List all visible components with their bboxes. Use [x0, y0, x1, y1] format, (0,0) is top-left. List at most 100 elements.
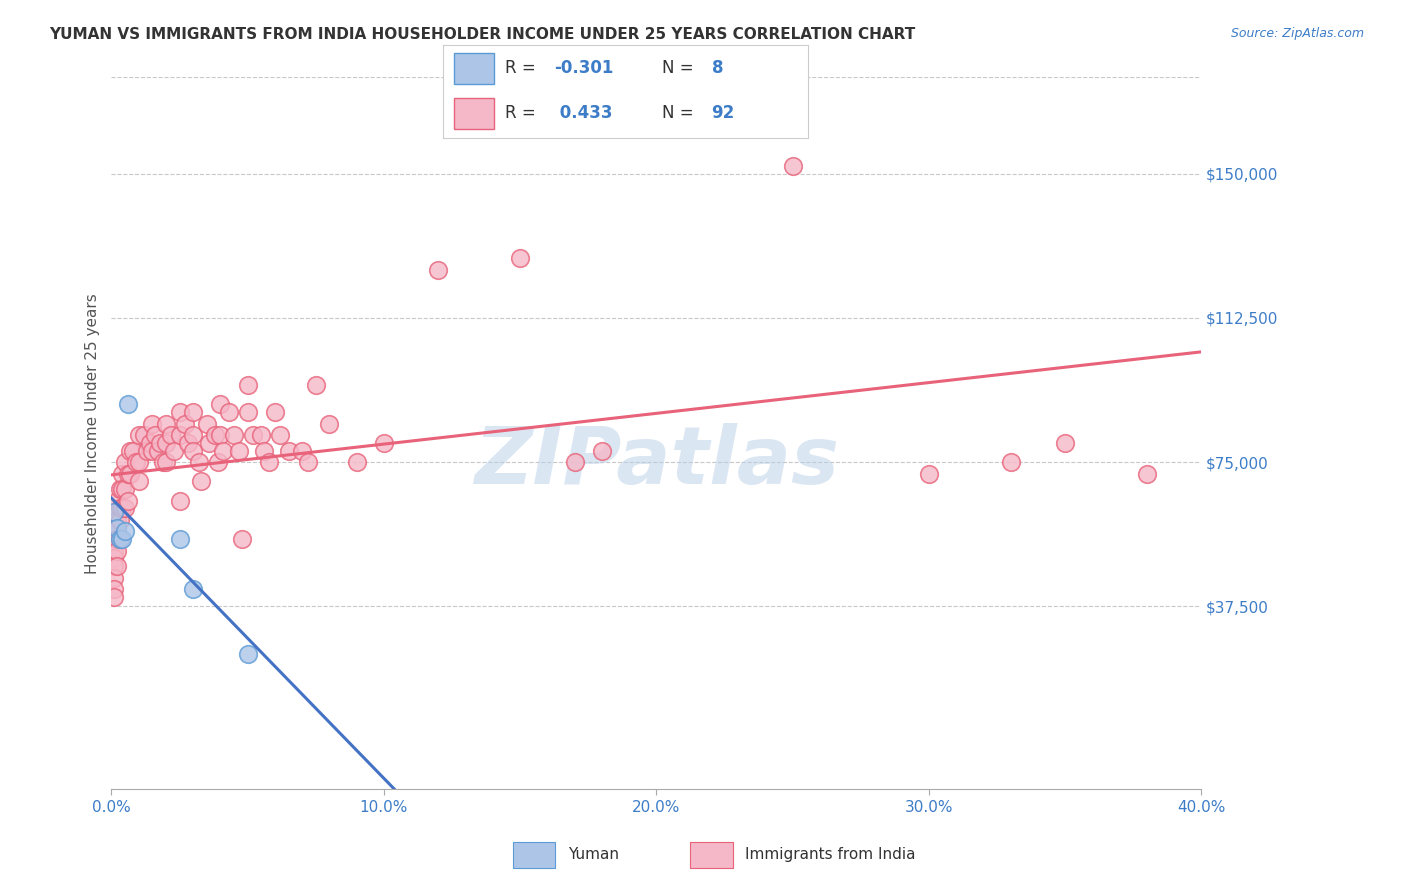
Point — [105, 559, 128, 574]
Point — [169, 493, 191, 508]
Point — [125, 455, 148, 469]
FancyBboxPatch shape — [454, 98, 494, 129]
Point — [155, 455, 177, 469]
Point — [195, 417, 218, 431]
Point — [138, 436, 160, 450]
Point — [564, 455, 586, 469]
Point — [177, 436, 200, 450]
Text: N =: N = — [662, 104, 699, 122]
Point — [264, 405, 287, 419]
Point — [212, 443, 235, 458]
Text: Source: ZipAtlas.com: Source: ZipAtlas.com — [1230, 27, 1364, 40]
Point — [117, 467, 139, 481]
Point — [108, 513, 131, 527]
Point — [782, 159, 804, 173]
Point — [253, 443, 276, 458]
Point — [105, 513, 128, 527]
Point — [209, 397, 232, 411]
Point — [318, 417, 340, 431]
Point — [108, 532, 131, 546]
Point — [132, 428, 155, 442]
FancyBboxPatch shape — [454, 53, 494, 84]
Point — [259, 455, 281, 469]
Point — [174, 417, 197, 431]
Point — [228, 443, 250, 458]
FancyBboxPatch shape — [690, 842, 733, 868]
Point — [169, 532, 191, 546]
Point — [128, 455, 150, 469]
Point — [120, 443, 142, 458]
Point — [291, 443, 314, 458]
Point — [141, 417, 163, 431]
Point — [105, 520, 128, 534]
Point — [122, 443, 145, 458]
Point — [108, 532, 131, 546]
Point — [181, 582, 204, 596]
Text: -0.301: -0.301 — [554, 60, 614, 78]
Point — [111, 482, 134, 496]
Point — [190, 475, 212, 489]
Point — [1054, 436, 1077, 450]
Point — [918, 467, 941, 481]
Point — [114, 501, 136, 516]
Point — [103, 559, 125, 574]
Point — [218, 405, 240, 419]
Point — [236, 378, 259, 392]
Point — [108, 501, 131, 516]
Point — [120, 467, 142, 481]
Point — [103, 543, 125, 558]
Point — [141, 443, 163, 458]
Text: Yuman: Yuman — [568, 847, 619, 862]
Point — [236, 648, 259, 662]
Point — [143, 428, 166, 442]
FancyBboxPatch shape — [513, 842, 555, 868]
Point — [231, 532, 253, 546]
Point — [207, 455, 229, 469]
Point — [509, 252, 531, 266]
Point — [103, 570, 125, 584]
Point — [1000, 455, 1022, 469]
Text: R =: R = — [505, 60, 541, 78]
Point — [427, 262, 450, 277]
Point — [155, 436, 177, 450]
Point — [114, 524, 136, 539]
Text: YUMAN VS IMMIGRANTS FROM INDIA HOUSEHOLDER INCOME UNDER 25 YEARS CORRELATION CHA: YUMAN VS IMMIGRANTS FROM INDIA HOUSEHOLD… — [49, 27, 915, 42]
Point — [114, 455, 136, 469]
Point — [103, 551, 125, 566]
Point — [111, 532, 134, 546]
Point — [105, 493, 128, 508]
Point — [236, 405, 259, 419]
Point — [149, 436, 172, 450]
Point — [346, 455, 368, 469]
Point — [103, 532, 125, 546]
Point — [204, 428, 226, 442]
Point — [128, 475, 150, 489]
Point — [181, 443, 204, 458]
Point — [277, 443, 299, 458]
Text: Immigrants from India: Immigrants from India — [745, 847, 915, 862]
Point — [152, 455, 174, 469]
Y-axis label: Householder Income Under 25 years: Householder Income Under 25 years — [86, 293, 100, 574]
Point — [169, 428, 191, 442]
Point — [135, 443, 157, 458]
Point — [198, 436, 221, 450]
Point — [111, 467, 134, 481]
Point — [222, 428, 245, 442]
Text: 92: 92 — [711, 104, 735, 122]
Point — [1136, 467, 1159, 481]
Point — [146, 443, 169, 458]
Point — [209, 428, 232, 442]
Text: N =: N = — [662, 60, 699, 78]
Point — [105, 520, 128, 534]
Point — [155, 417, 177, 431]
Point — [305, 378, 328, 392]
Point — [128, 428, 150, 442]
Point — [108, 482, 131, 496]
Point — [181, 428, 204, 442]
Point — [297, 455, 319, 469]
Point — [111, 501, 134, 516]
Point — [181, 405, 204, 419]
Point — [117, 493, 139, 508]
Point — [591, 443, 613, 458]
Point — [373, 436, 395, 450]
